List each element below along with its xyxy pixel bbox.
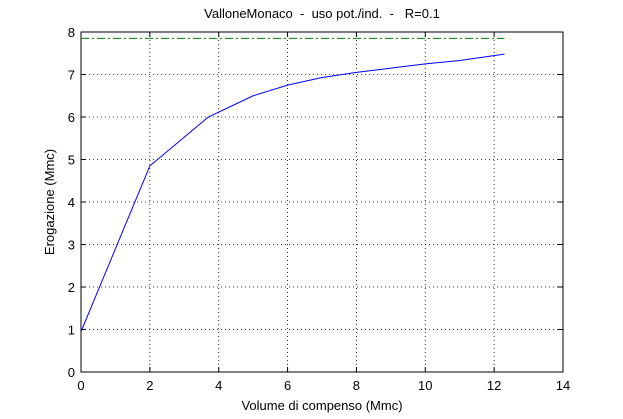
y-tick-label: 2 [68,280,75,295]
y-axis-label: Erogazione (Mmc) [42,149,57,255]
x-tick-label: 0 [77,378,84,393]
x-axis-label: Volume di compenso (Mmc) [241,398,402,413]
axes-box [80,31,564,373]
y-tick-label: 3 [68,238,75,253]
x-tick-label: 10 [418,378,432,393]
data-line [80,53,505,332]
chart-title: ValloneMonaco - uso pot./ind. - R=0.1 [204,6,440,21]
x-tick-label: 12 [487,378,501,393]
x-tick-label: 6 [284,378,291,393]
y-tick-label: 0 [68,365,75,380]
x-tick-label: 4 [215,378,222,393]
y-tick-label: 4 [68,195,75,210]
y-tick-label: 1 [68,323,75,338]
x-tick-label: 14 [556,378,570,393]
x-tick-label: 8 [353,378,360,393]
x-tick-label: 2 [146,378,153,393]
y-tick-label: 5 [68,153,75,168]
y-tick-label: 8 [68,25,75,40]
y-tick-label: 6 [68,110,75,125]
y-tick-label: 7 [68,68,75,83]
